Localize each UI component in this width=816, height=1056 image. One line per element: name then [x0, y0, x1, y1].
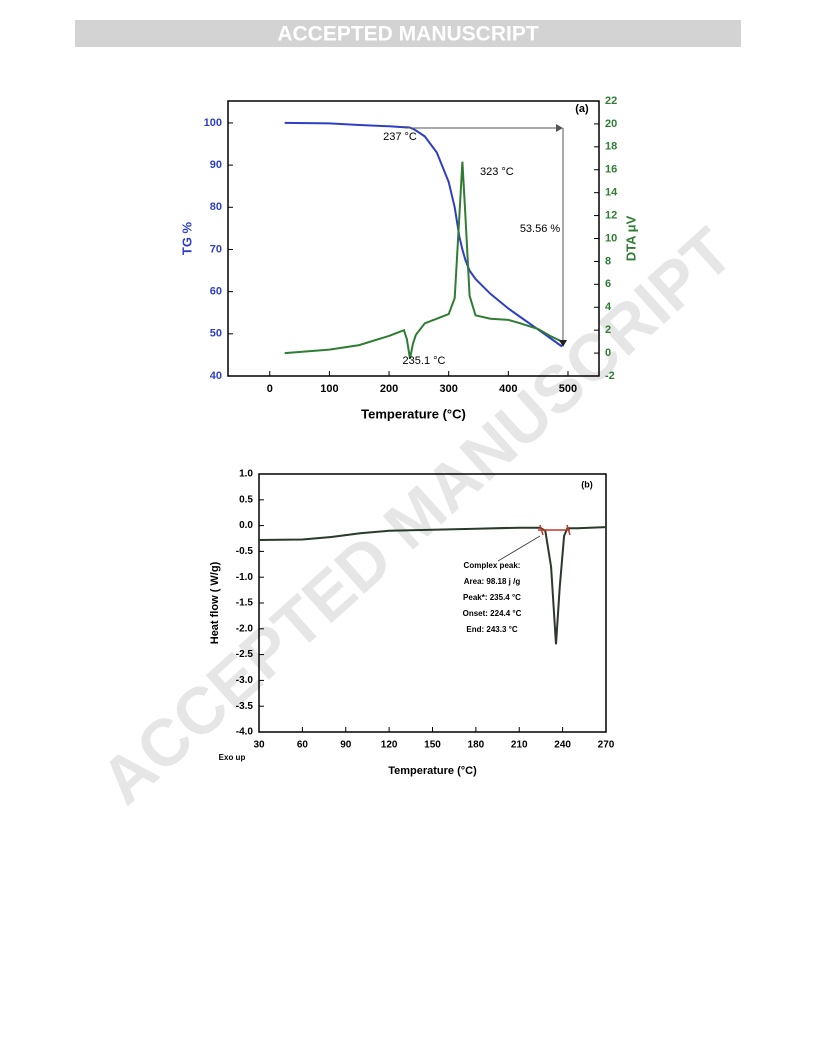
header: ACCEPTED MANUSCRIPT	[277, 23, 539, 46]
y2-tick-label: -2	[605, 370, 615, 382]
pointer	[497, 535, 541, 562]
y-tick-label: -0.5	[236, 546, 254, 557]
watermark: ACCEPTED MANUSCRIPT	[86, 214, 746, 819]
y-tick-label: -3.0	[236, 675, 254, 686]
annotation: End: 243.3 °C	[466, 625, 517, 634]
y-axis-label: Heat flow ( W/g)	[209, 561, 221, 644]
y-tick-label: 0.0	[239, 520, 253, 531]
y2-tick-label: 20	[605, 118, 617, 130]
y2-tick-label: 0	[605, 347, 611, 359]
annotation: (b)	[581, 479, 593, 489]
annotation: Area: 98.18 j /g	[464, 577, 521, 586]
y2-tick-label: 18	[605, 141, 617, 153]
annotation: 53.56 %	[520, 223, 561, 235]
y2-tick-label: 2	[605, 324, 611, 336]
y2-tick-label: 6	[605, 278, 611, 290]
baseline-marker	[539, 524, 544, 536]
annotation: Peak*: 235.4 °C	[463, 593, 521, 602]
annotation: Complex peak:	[464, 561, 521, 570]
x-tick-label: 300	[440, 383, 458, 395]
y-tick-label: -3.5	[236, 701, 254, 712]
x-tick-label: 150	[424, 740, 441, 751]
x-tick-label: 500	[559, 383, 577, 395]
x-axis-label: Temperature (°C)	[388, 765, 477, 777]
annotation: Onset: 224.4 °C	[463, 609, 522, 618]
x-tick-label: 100	[320, 383, 338, 395]
x-tick-label: 30	[253, 740, 265, 751]
annotation: 323 °C	[480, 166, 514, 178]
y-tick-label: 70	[210, 243, 222, 255]
y-tick-label: 80	[210, 201, 222, 213]
data-line	[284, 121, 563, 348]
y-axis-label: TG %	[179, 221, 194, 255]
annotation: Exo up	[219, 753, 246, 762]
x-axis-label: Temperature (°C)	[361, 406, 466, 421]
y2-tick-label: 14	[605, 187, 618, 199]
y-tick-label: -2.5	[236, 649, 254, 660]
x-tick-label: 90	[340, 740, 352, 751]
y-tick-label: 50	[210, 328, 222, 340]
x-tick-label: 240	[554, 740, 571, 751]
y-tick-label: -4.0	[236, 727, 254, 738]
y-tick-label: 1.0	[239, 469, 253, 480]
x-tick-label: 200	[380, 383, 398, 395]
y-tick-label: 60	[210, 286, 222, 298]
header-bar	[75, 20, 741, 47]
x-tick-label: 60	[297, 740, 309, 751]
y2-tick-label: 16	[605, 164, 617, 176]
y-tick-label: 0.5	[239, 494, 253, 505]
arrow-head	[559, 340, 567, 347]
y2-tick-label: 4	[605, 301, 612, 313]
annotation: (a)	[575, 103, 589, 115]
y-tick-label: -1.5	[236, 598, 254, 609]
x-tick-label: 400	[499, 383, 517, 395]
annotation: 235.1 °C	[403, 355, 446, 367]
x-tick-label: 0	[267, 383, 273, 395]
y-tick-label: 90	[210, 159, 222, 171]
data-line	[284, 161, 563, 359]
y2-tick-label: 8	[605, 255, 611, 267]
y2-axis-label: DTA μV	[623, 215, 638, 261]
x-tick-label: 120	[381, 740, 398, 751]
x-tick-label: 210	[511, 740, 528, 751]
y2-tick-label: 22	[605, 95, 617, 107]
x-tick-label: 180	[468, 740, 485, 751]
y-tick-label: -2.0	[236, 623, 254, 634]
y2-tick-label: 12	[605, 209, 617, 221]
arrow-head	[556, 124, 563, 132]
y-tick-label: 100	[204, 117, 222, 129]
y-tick-label: -1.0	[236, 572, 254, 583]
y-tick-label: 40	[210, 370, 222, 382]
x-tick-label: 270	[598, 740, 615, 751]
y2-tick-label: 10	[605, 232, 617, 244]
baseline-marker	[566, 524, 571, 536]
annotation: 237 °C	[383, 131, 417, 143]
